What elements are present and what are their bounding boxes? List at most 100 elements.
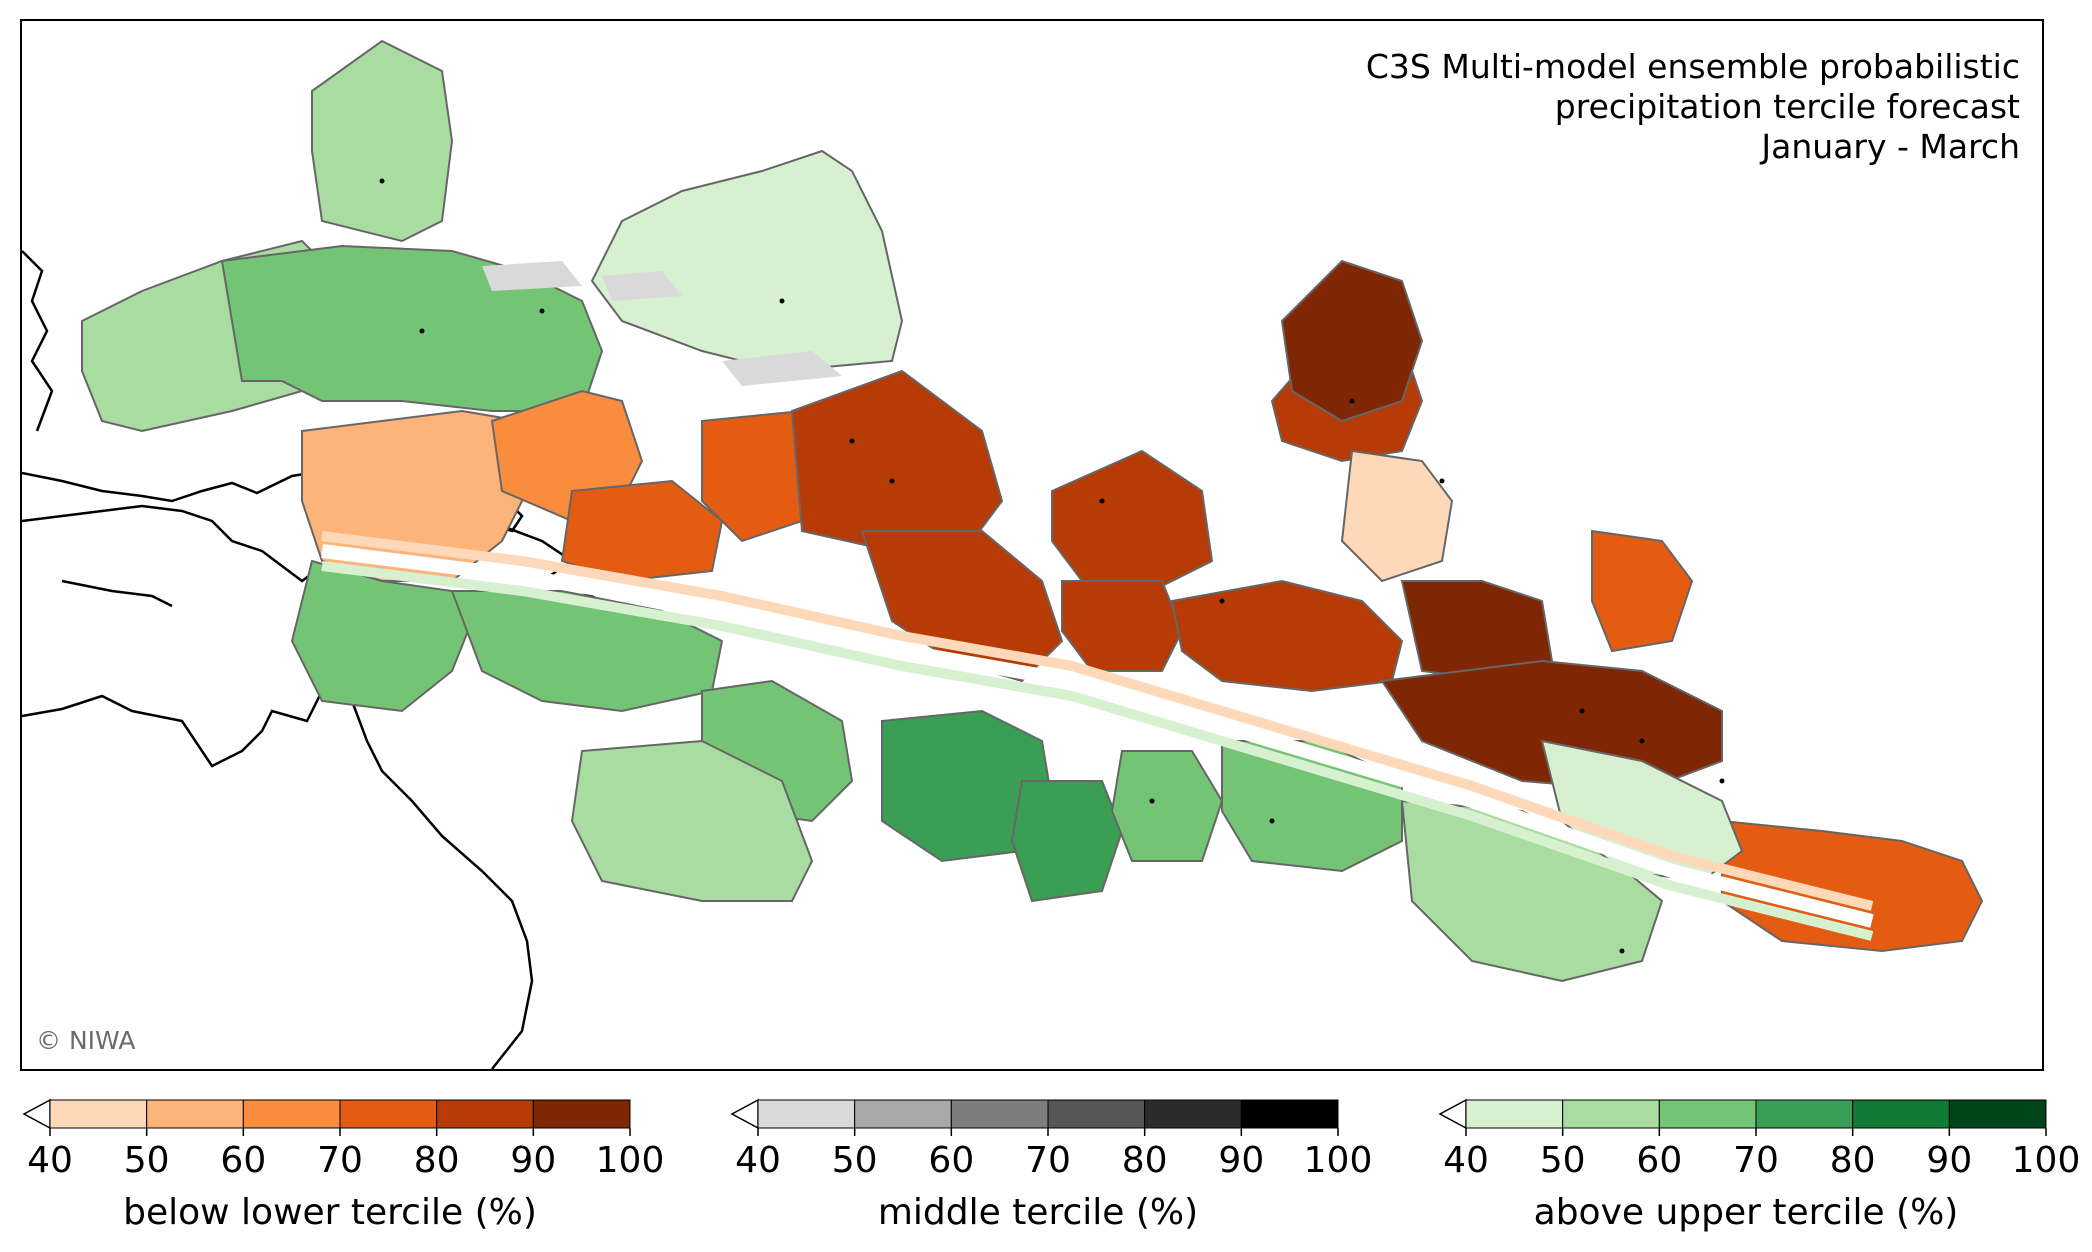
colorbar-tick-label: 50 [124,1140,170,1181]
timor-coast [61,579,173,608]
colorbar-tick-label: 80 [1122,1140,1168,1181]
colorbar-tick-label: 90 [510,1140,556,1181]
colorbar-tick-label: 100 [2012,1140,2081,1181]
region-tonga [1010,780,1124,903]
colorbar-below: 40 50 60 70 80 90 100 [22,1098,664,1181]
island-dot [1149,798,1155,804]
region-phoenix [1061,580,1184,672]
region-marshall-north [590,149,904,373]
colorbar-tick-label: 70 [317,1140,363,1181]
title-line-3: January - March [1761,127,2020,166]
colorbar-tick-label: 100 [1304,1140,1373,1181]
colorbar-segment [1465,1099,1564,1129]
credit: © NIWA [36,1026,136,1055]
title-line-2: precipitation tercile forecast [1554,87,2020,126]
spcz-band [321,531,1874,941]
island-dot [1099,498,1105,504]
colorbar-segment [532,1099,631,1129]
region-cook-north [1170,579,1404,693]
colorbar-segment [757,1099,856,1129]
region-samoa [1110,750,1224,862]
region-guam [311,39,454,243]
colorbar-tick-label: 90 [1926,1140,1972,1181]
colorbar-tick-label: 70 [1025,1140,1071,1181]
island-dots [379,178,1725,954]
island-dot [849,438,855,444]
colorbar-segment [339,1099,438,1129]
grey-patch-3 [722,351,842,386]
colorbar-tick-label: 70 [1733,1140,1779,1181]
region-line-central [1340,449,1454,583]
region-solomon-north [560,479,724,583]
colorbar-tick-label: 40 [27,1140,73,1181]
island-dot [1619,948,1625,954]
map-frame: C3S Multi-model ensemble probabilistic p… [20,19,2044,1071]
forecast-regions [81,39,1984,983]
colorbar-segment [1240,1099,1339,1129]
colorbar-tick-label: 90 [1218,1140,1264,1181]
region-new-caledonia [570,739,814,902]
colorbar-segment [1852,1099,1950,1129]
title-line-1: C3S Multi-model ensemble probabilistic [1365,47,2020,86]
colorbar-above: 40 50 60 70 80 90 100 [1438,1098,2080,1181]
indonesia-coast [22,250,54,432]
island-dot [1439,478,1445,484]
island-dot [1219,598,1225,604]
region-png-south [290,559,474,713]
island-dot [1349,398,1355,404]
australia-coast [22,658,534,1069]
colorbar-tick-label: 50 [1540,1140,1586,1181]
region-kiribati-line [1280,259,1424,423]
colorbar-segment [146,1099,244,1129]
colorbar-extension-triangle [1438,1098,1467,1130]
colorbar-segment [242,1099,341,1129]
grey-patch-2 [602,271,682,301]
colorbar-segment [854,1099,952,1129]
region-kiribati-gilbert [790,369,1004,553]
grey-patch-1 [482,261,582,291]
colorbar-segment [436,1099,534,1129]
colorbar-segment [49,1099,148,1129]
colorbar-segment [950,1099,1049,1129]
colorbar-tick-label: 60 [1636,1140,1682,1181]
island-dot [1579,708,1585,714]
island-dot [379,178,385,184]
colorbar-segment [1562,1099,1660,1129]
island-dot [1639,738,1645,744]
band-white [321,544,1874,928]
band-light-green [321,561,1874,941]
island-dot [889,478,895,484]
colorbar-tick-label: 40 [1443,1140,1489,1181]
colorbar-tick-label: 80 [1830,1140,1876,1181]
forecast-map [22,39,1984,1069]
colorbar-segment [1755,1099,1854,1129]
island-dot [539,308,545,314]
colorbar-extension-triangle [730,1098,759,1130]
colorbar-middle: 40 50 60 70 80 90 100 [730,1098,1372,1181]
island-dot [779,298,785,304]
colorbar-segment [1658,1099,1757,1129]
island-dot [1269,818,1275,824]
colorbar-tick-label: 60 [220,1140,266,1181]
colorbar-segment [1948,1099,2047,1129]
band-light-orange [321,531,1874,911]
colorbar-tick-label: 50 [832,1140,878,1181]
legend-middle: 40 50 60 70 80 90 100 [728,1098,1372,1181]
island-dot [419,328,425,334]
colorbar-tick-label: 80 [414,1140,460,1181]
colorbar-tick-label: 40 [735,1140,781,1181]
region-french-polynesia-north [1591,529,1694,653]
legend-middle-label: middle tercile (%) [877,1192,1199,1233]
legend-below: 40 50 60 70 80 90 100 [20,1098,664,1181]
colorbar-extension-triangle [22,1098,51,1130]
island-dot [1719,778,1725,784]
legend-below-label: below lower tercile (%) [123,1192,537,1233]
region-tokelau [1051,449,1214,593]
colorbar-segment [1144,1099,1242,1129]
legend-above-label: above upper tercile (%) [1533,1192,1959,1233]
colorbar-segment [1047,1099,1146,1129]
colorbar-tick-label: 60 [928,1140,974,1181]
region-tuamotu [1380,659,1723,793]
middle-patches [482,261,842,386]
legend-above: 40 50 60 70 80 90 100 [1436,1098,2080,1181]
